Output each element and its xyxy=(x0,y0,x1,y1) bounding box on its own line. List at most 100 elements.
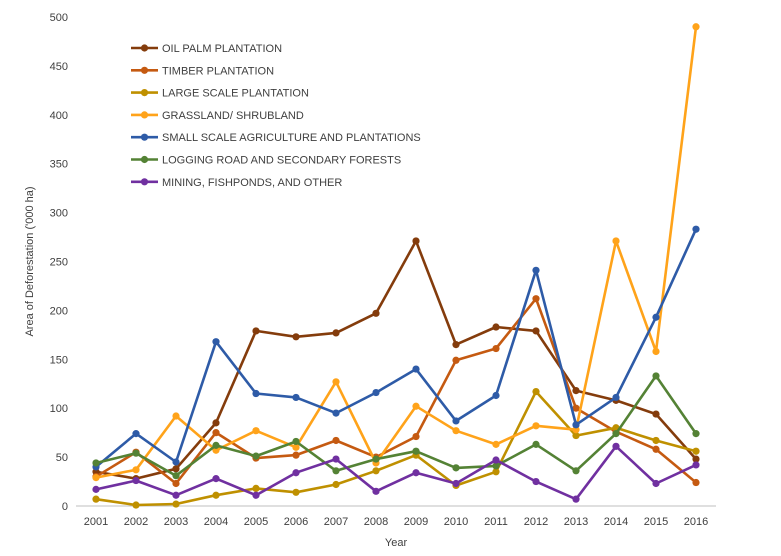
legend-label: OIL PALM PLANTATION xyxy=(162,43,282,55)
series-7 xyxy=(92,442,700,503)
data-point xyxy=(652,313,660,321)
data-point xyxy=(372,487,380,495)
data-point xyxy=(412,469,420,477)
data-point xyxy=(292,443,300,451)
data-point xyxy=(372,455,380,463)
legend-item: LARGE SCALE PLANTATION xyxy=(131,88,309,100)
y-tick-label: 250 xyxy=(50,257,68,269)
data-point xyxy=(452,341,460,349)
series-line xyxy=(95,374,698,478)
data-point xyxy=(372,467,380,475)
data-point xyxy=(652,372,660,380)
data-point xyxy=(532,440,540,448)
data-point xyxy=(92,459,100,467)
data-point xyxy=(652,445,660,453)
legend-item: SMALL SCALE AGRICULTURE AND PLANTATIONS xyxy=(131,132,421,144)
data-point xyxy=(692,225,700,233)
data-point xyxy=(172,479,180,488)
data-point xyxy=(212,338,220,346)
data-point xyxy=(172,491,180,499)
data-point xyxy=(572,404,580,412)
x-tick-label: 2010 xyxy=(444,516,468,528)
series-3 xyxy=(92,387,700,509)
legend-item: OIL PALM PLANTATION xyxy=(131,43,282,55)
data-point xyxy=(532,477,540,486)
data-point xyxy=(252,389,260,398)
data-point xyxy=(172,465,180,473)
data-point xyxy=(212,429,220,437)
data-point xyxy=(652,479,660,488)
data-point xyxy=(292,333,300,341)
y-tick-label: 0 xyxy=(62,501,68,513)
data-point xyxy=(492,440,500,448)
data-point xyxy=(292,393,300,402)
legend-label: LOGGING ROAD AND SECONDARY FORESTS xyxy=(162,155,401,167)
data-point xyxy=(172,472,180,480)
y-tick-label: 450 xyxy=(50,61,68,73)
data-point xyxy=(292,488,300,496)
data-point xyxy=(452,356,460,364)
legend-marker xyxy=(140,155,149,164)
y-axis-title: Area of Deforestation ('000 ha) xyxy=(24,186,36,336)
y-tick-label: 100 xyxy=(50,403,68,415)
data-point xyxy=(452,427,460,435)
x-tick-label: 2014 xyxy=(604,516,628,528)
data-point xyxy=(252,327,260,335)
data-point xyxy=(332,480,340,489)
legend-label: GRASSLAND/ SHRUBLAND xyxy=(162,110,304,122)
data-point xyxy=(92,495,100,503)
x-tick-label: 2005 xyxy=(244,516,268,528)
data-point xyxy=(692,478,700,487)
data-point xyxy=(572,495,580,503)
x-tick-label: 2011 xyxy=(484,516,508,528)
x-tick-label: 2003 xyxy=(164,516,188,528)
data-point xyxy=(252,491,260,499)
data-point xyxy=(692,430,700,438)
series-line xyxy=(95,228,698,468)
data-point xyxy=(492,462,500,470)
data-point xyxy=(292,469,300,477)
x-tick-label: 2007 xyxy=(324,516,348,528)
legend-marker xyxy=(140,89,149,97)
legend-item: MINING, FISHPONDS, AND OTHER xyxy=(131,177,342,189)
data-point xyxy=(92,474,100,482)
legend-marker xyxy=(140,111,149,119)
data-point xyxy=(492,456,500,464)
data-point xyxy=(492,344,500,353)
data-point xyxy=(572,421,580,429)
data-point xyxy=(612,237,620,245)
data-point xyxy=(532,422,540,430)
data-point xyxy=(292,451,300,459)
legend-item: GRASSLAND/ SHRUBLAND xyxy=(131,110,304,122)
data-point xyxy=(212,419,220,427)
legend-label: LARGE SCALE PLANTATION xyxy=(162,88,309,100)
data-point xyxy=(252,484,260,492)
x-tick-label: 2016 xyxy=(684,516,708,528)
series-4 xyxy=(92,23,700,482)
data-point xyxy=(652,410,660,418)
legend-marker xyxy=(140,66,149,74)
legend-label: SMALL SCALE AGRICULTURE AND PLANTATIONS xyxy=(162,132,421,144)
data-point xyxy=(572,467,580,475)
x-tick-label: 2002 xyxy=(124,516,148,528)
data-point xyxy=(692,461,700,469)
x-axis-title: Year xyxy=(385,537,408,549)
x-tick-label: 2013 xyxy=(564,516,588,528)
data-point xyxy=(492,391,500,400)
data-point xyxy=(332,467,340,475)
data-point xyxy=(412,402,420,410)
data-point xyxy=(372,309,380,317)
legend-item: LOGGING ROAD AND SECONDARY FORESTS xyxy=(131,155,401,167)
legend-label: TIMBER PLANTATION xyxy=(162,65,274,77)
y-tick-label: 400 xyxy=(50,110,68,122)
x-tick-label: 2004 xyxy=(204,516,228,528)
data-point xyxy=(412,432,420,441)
data-point xyxy=(452,417,460,425)
data-point xyxy=(692,455,700,463)
legend-label: MINING, FISHPONDS, AND OTHER xyxy=(162,177,342,189)
data-point xyxy=(692,447,700,455)
data-point xyxy=(412,365,420,373)
data-point xyxy=(132,430,140,438)
data-point xyxy=(572,431,580,440)
data-point xyxy=(212,475,220,483)
